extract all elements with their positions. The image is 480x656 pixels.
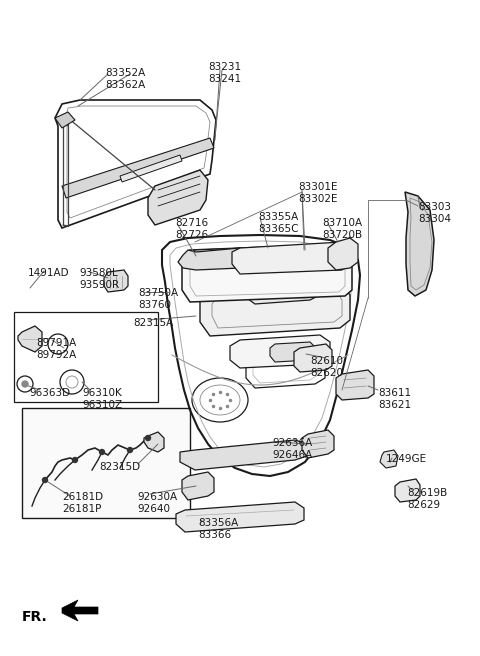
Text: 1249GE: 1249GE xyxy=(386,454,427,464)
Polygon shape xyxy=(328,238,358,270)
Text: 82716
82726: 82716 82726 xyxy=(175,218,208,239)
Text: FR.: FR. xyxy=(22,610,48,624)
Text: 83750A
83760: 83750A 83760 xyxy=(138,288,178,310)
Polygon shape xyxy=(178,248,244,270)
Polygon shape xyxy=(270,342,316,362)
Polygon shape xyxy=(182,472,214,500)
Text: 83352A
83362A: 83352A 83362A xyxy=(105,68,145,90)
Text: 82315A: 82315A xyxy=(133,318,173,328)
Circle shape xyxy=(128,447,132,453)
Polygon shape xyxy=(188,237,350,258)
Polygon shape xyxy=(395,479,420,502)
Polygon shape xyxy=(62,600,98,621)
Text: 96310K
96310Z: 96310K 96310Z xyxy=(82,388,122,409)
Text: 93580L
93590R: 93580L 93590R xyxy=(79,268,119,289)
Polygon shape xyxy=(18,326,42,352)
Polygon shape xyxy=(120,155,182,182)
Polygon shape xyxy=(336,370,374,400)
Circle shape xyxy=(145,436,151,440)
Text: 92636A
92646A: 92636A 92646A xyxy=(272,438,312,460)
Polygon shape xyxy=(148,170,208,225)
Ellipse shape xyxy=(415,247,421,253)
Text: 83301E
83302E: 83301E 83302E xyxy=(298,182,337,203)
Circle shape xyxy=(43,478,48,483)
Polygon shape xyxy=(405,192,434,296)
Text: 83710A
83720B: 83710A 83720B xyxy=(322,218,362,239)
Text: 82610
82620: 82610 82620 xyxy=(310,356,343,378)
Circle shape xyxy=(99,449,105,455)
Text: 83355A
83365C: 83355A 83365C xyxy=(258,212,299,234)
Polygon shape xyxy=(200,282,350,336)
Polygon shape xyxy=(104,270,128,292)
Polygon shape xyxy=(244,278,322,304)
Text: 83611
83621: 83611 83621 xyxy=(378,388,411,409)
Polygon shape xyxy=(302,430,334,458)
Polygon shape xyxy=(230,335,330,368)
Ellipse shape xyxy=(415,217,421,223)
Bar xyxy=(22,408,190,518)
Text: 26181D
26181P: 26181D 26181P xyxy=(62,492,103,514)
Text: 1491AD: 1491AD xyxy=(28,268,70,278)
Polygon shape xyxy=(232,242,350,274)
Text: 83303
83304: 83303 83304 xyxy=(418,202,451,224)
Polygon shape xyxy=(182,244,352,302)
Text: 83231
83241: 83231 83241 xyxy=(208,62,241,83)
Circle shape xyxy=(22,381,28,387)
Polygon shape xyxy=(144,432,164,452)
Polygon shape xyxy=(380,450,398,468)
Text: 82315D: 82315D xyxy=(99,462,140,472)
Text: 82619B
82629: 82619B 82629 xyxy=(407,488,447,510)
Polygon shape xyxy=(176,502,304,532)
Polygon shape xyxy=(294,344,332,372)
Polygon shape xyxy=(180,440,310,470)
Circle shape xyxy=(72,457,77,462)
Text: 83356A
83366: 83356A 83366 xyxy=(198,518,238,540)
Text: 96363D: 96363D xyxy=(29,388,70,398)
Text: 89791A
89792A: 89791A 89792A xyxy=(36,338,76,359)
Ellipse shape xyxy=(415,275,421,281)
Polygon shape xyxy=(62,138,214,198)
Text: 92630A
92640: 92630A 92640 xyxy=(137,492,177,514)
Bar xyxy=(14,312,158,402)
Polygon shape xyxy=(55,112,75,128)
